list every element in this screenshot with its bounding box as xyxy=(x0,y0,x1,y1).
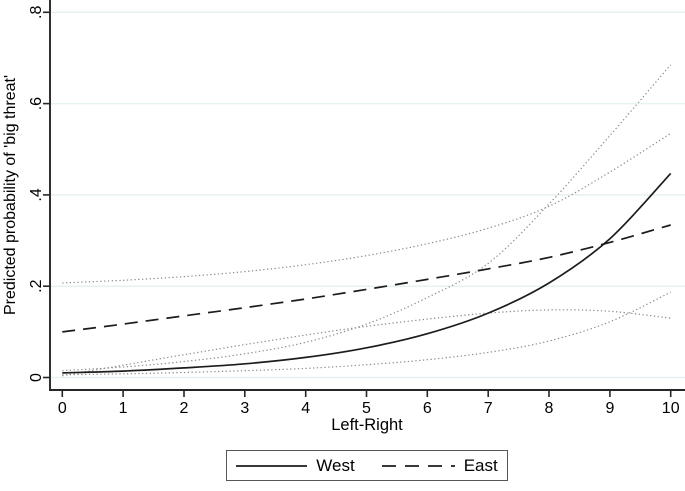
x-tick-label: 2 xyxy=(180,400,189,417)
y-axis-title: Predicted probability of 'big threat' xyxy=(2,75,19,315)
legend-box: West East xyxy=(226,450,508,481)
series-line-east-lower-confidence-band xyxy=(62,309,671,377)
x-tick-label: 10 xyxy=(662,400,680,417)
x-tick-label: 9 xyxy=(605,400,614,417)
x-tick-label: 7 xyxy=(484,400,493,417)
gridlines xyxy=(51,11,685,379)
x-tick-label: 6 xyxy=(423,400,432,417)
legend-label-east: East xyxy=(463,456,498,475)
x-tick-label: 4 xyxy=(301,400,310,417)
y-tick-label: .4 xyxy=(28,188,45,201)
x-axis-ticks: 0 1 2 3 4 5 6 7 8 9 10 xyxy=(58,390,680,417)
series-line-west-upper-confidence-band xyxy=(62,64,672,372)
legend-label-west: West xyxy=(316,456,355,475)
y-tick-label: .6 xyxy=(28,97,45,110)
x-tick-label: 8 xyxy=(545,400,554,417)
x-tick-label: 5 xyxy=(362,400,371,417)
y-axis-ticks: 0 .2 .4 .6 .8 xyxy=(28,6,50,382)
series-line-west-lower-confidence-band xyxy=(62,291,671,376)
legend-sample-east-dashed-line xyxy=(381,464,455,467)
x-tick-label: 1 xyxy=(119,400,128,417)
series-line-east-upper-confidence-band xyxy=(62,132,672,284)
series-line-east xyxy=(62,224,671,333)
y-tick-label: 0 xyxy=(28,373,45,382)
series-line-west xyxy=(62,172,672,374)
x-axis-title: Left-Right xyxy=(331,416,403,434)
x-tick-label: 3 xyxy=(240,400,249,417)
y-tick-label: .2 xyxy=(28,279,45,292)
y-tick-label: .8 xyxy=(28,6,45,19)
legend-sample-west-solid-line xyxy=(236,464,308,467)
legend-item-east: East xyxy=(381,456,498,475)
x-tick-label: 0 xyxy=(58,400,67,417)
curves xyxy=(62,64,672,377)
legend-item-west: West xyxy=(236,456,355,475)
